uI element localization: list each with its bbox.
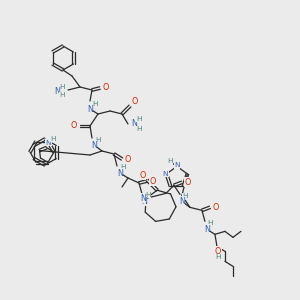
- Text: N: N: [204, 225, 210, 234]
- Text: H: H: [120, 164, 126, 170]
- Text: O: O: [103, 83, 109, 92]
- Text: O: O: [185, 178, 191, 187]
- Text: N: N: [46, 140, 51, 146]
- Text: N: N: [163, 171, 168, 177]
- Text: N: N: [91, 140, 97, 149]
- Text: N: N: [87, 104, 93, 113]
- Text: O: O: [150, 176, 156, 185]
- Text: H: H: [95, 137, 101, 143]
- Text: O: O: [139, 171, 146, 180]
- Text: O: O: [215, 247, 221, 256]
- Text: O: O: [125, 154, 131, 164]
- Text: H: H: [59, 84, 65, 90]
- Text: O: O: [71, 122, 77, 130]
- Text: H: H: [182, 193, 188, 199]
- Text: H: H: [145, 192, 151, 198]
- Text: H: H: [136, 116, 142, 122]
- Text: H: H: [215, 254, 221, 260]
- Text: N: N: [117, 169, 123, 178]
- Text: N: N: [54, 86, 60, 95]
- Text: H: H: [59, 92, 65, 98]
- Text: N: N: [140, 194, 146, 203]
- Text: N: N: [174, 162, 180, 168]
- Text: H: H: [92, 101, 98, 107]
- Text: N: N: [179, 197, 185, 206]
- Text: H: H: [207, 220, 213, 226]
- Text: H: H: [136, 126, 142, 132]
- Text: O: O: [213, 203, 219, 212]
- Text: O: O: [132, 97, 138, 106]
- Text: N: N: [131, 119, 137, 128]
- Text: H: H: [51, 136, 56, 142]
- Text: N: N: [141, 196, 147, 206]
- Text: H: H: [167, 158, 173, 164]
